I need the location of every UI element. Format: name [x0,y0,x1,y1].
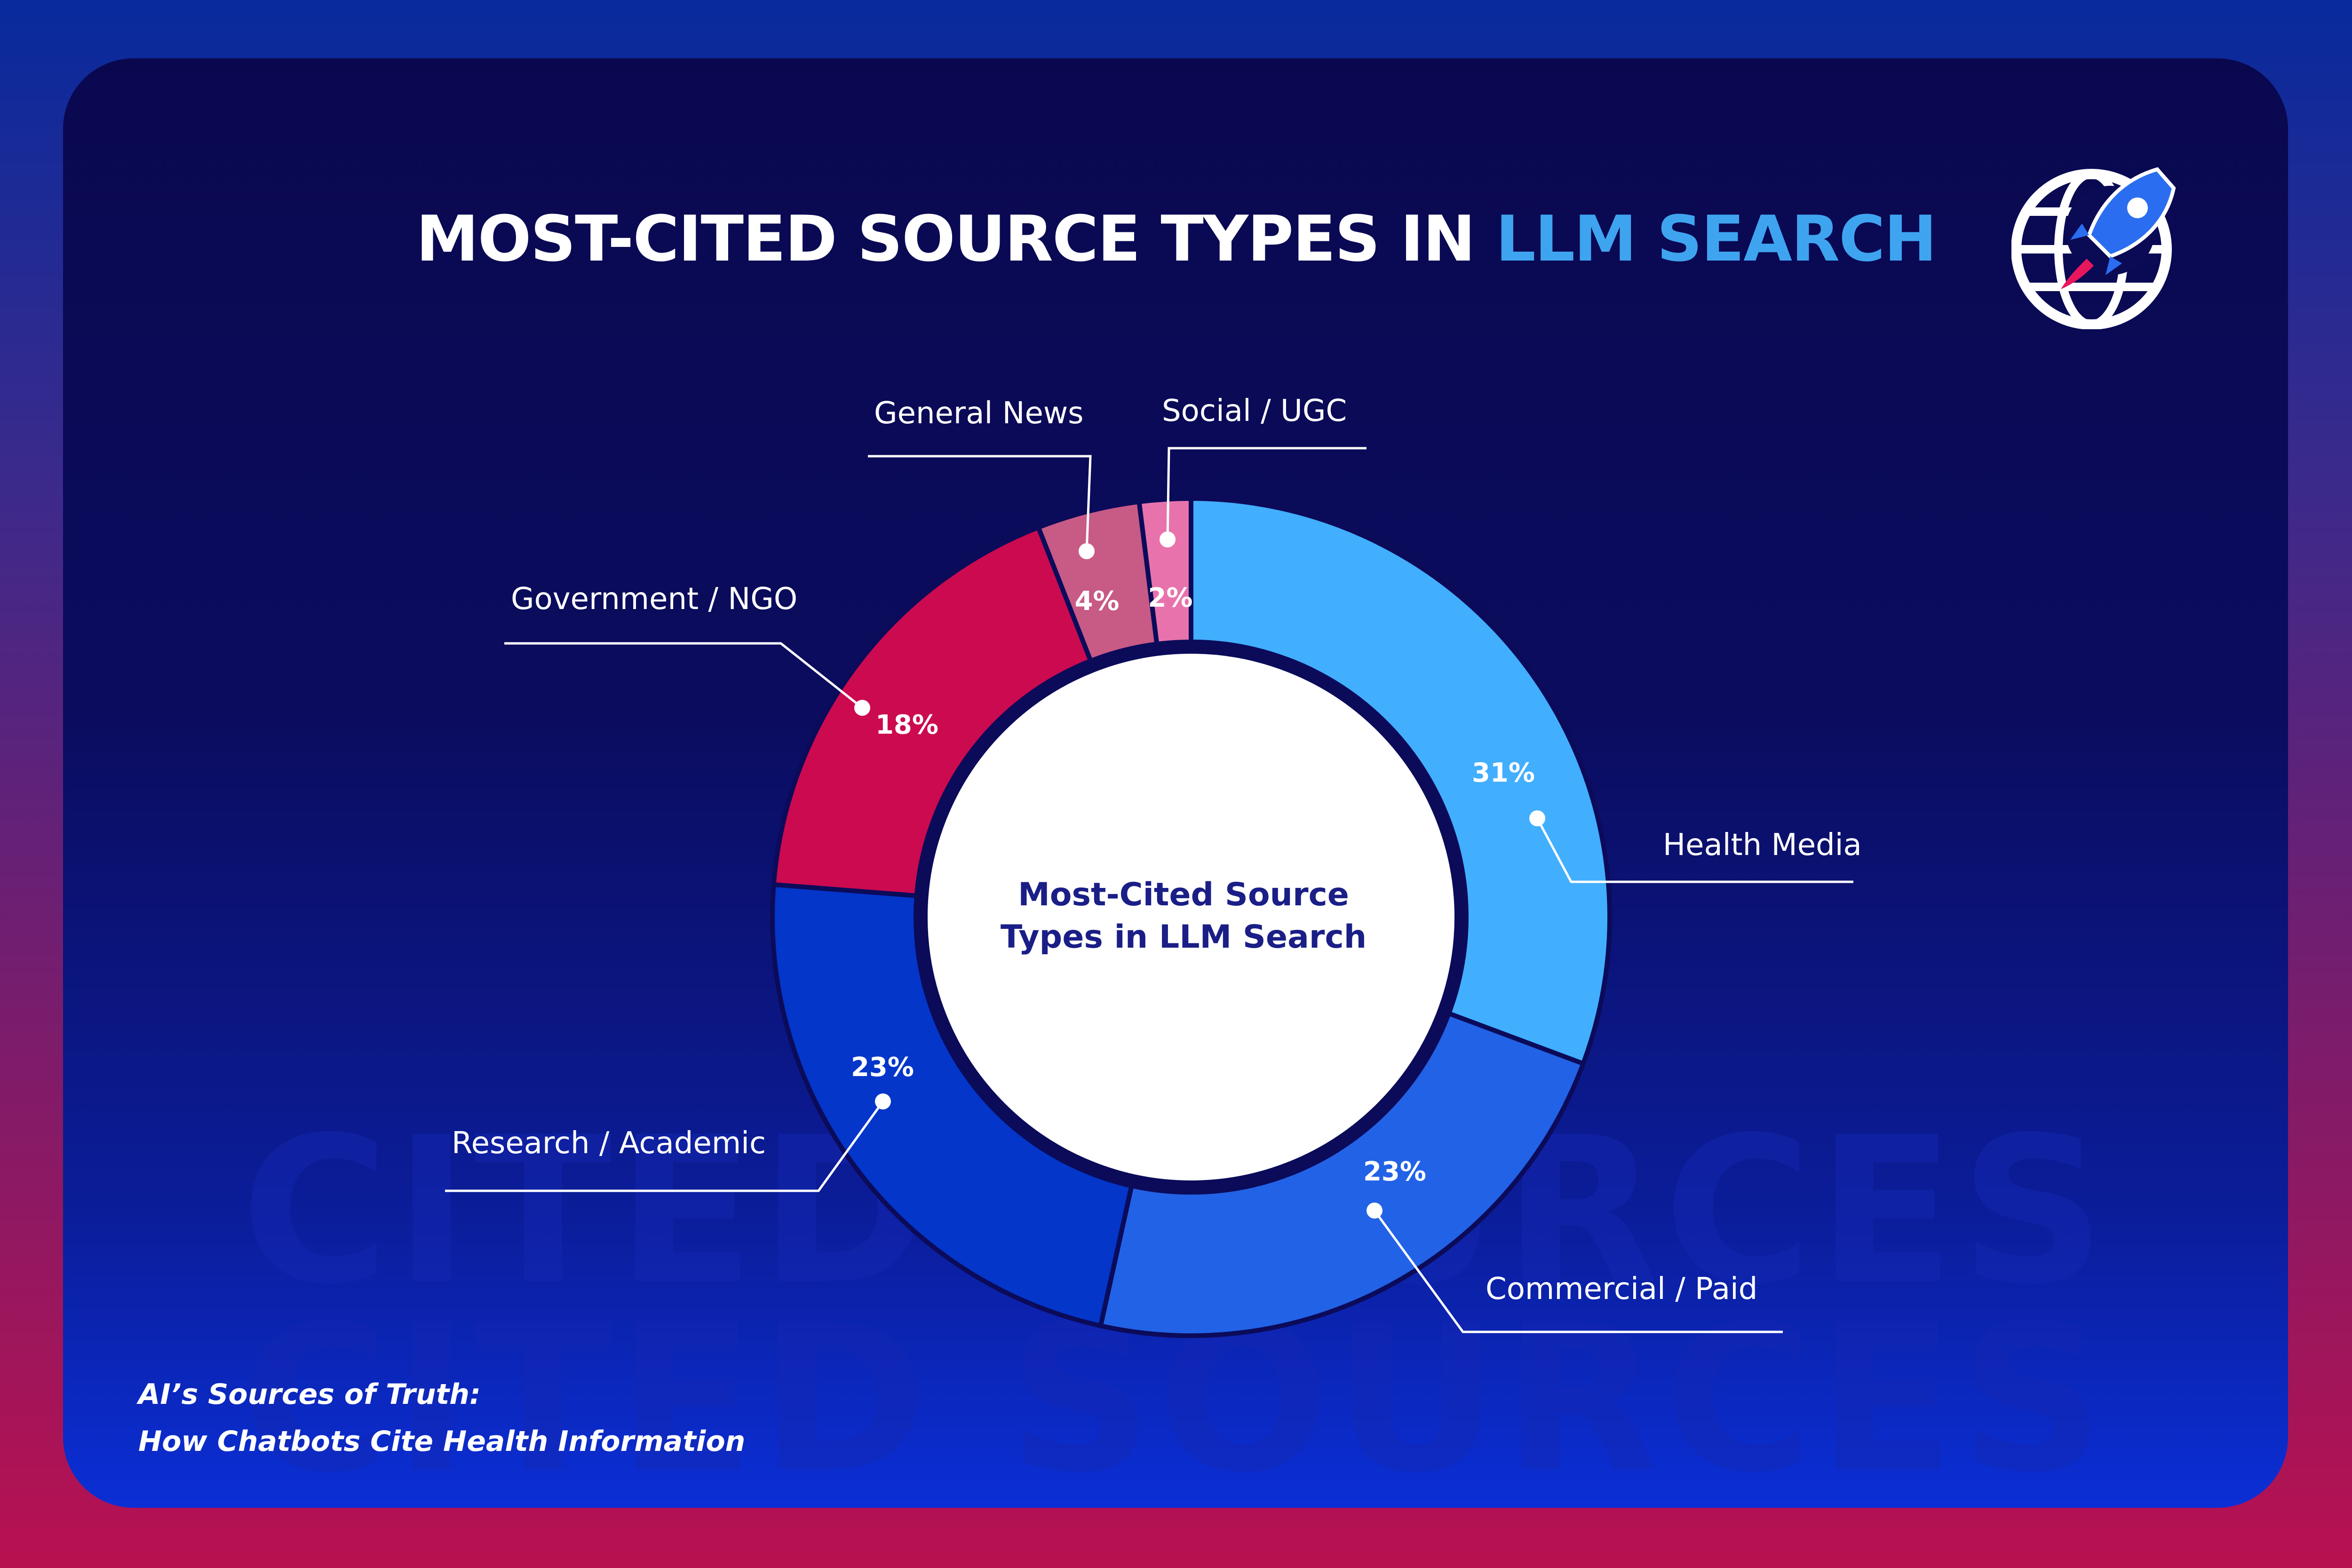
category-label-commercial-paid: Commercial / Paid [1486,1272,1757,1307]
globe-rocket-icon [2011,167,2176,329]
footer-line-2: How Chatbots Cite Health Information [138,1425,746,1458]
value-label-government-ngo: 18% [875,710,938,740]
leader-line-social-ugc [1166,447,1367,540]
title-main: MOST-CITED SOURCE TYPES IN [416,202,1496,276]
leader-dot-health-media [1529,810,1545,826]
leader-dot-commercial-paid [1367,1203,1383,1219]
category-label-social-ugc: Social / UGC [1162,394,1347,428]
page-title: MOST-CITED SOURCE TYPES IN LLM SEARCH [0,202,2352,276]
category-label-government-ngo: Government / NGO [511,582,797,617]
value-label-commercial-paid: 23% [1363,1156,1426,1187]
leader-line-commercial-paid [1373,1210,1783,1333]
category-label-health-media: Health Media [1663,828,1862,863]
footer-caption: AI’s Sources of Truth: How Chatbots Cite… [138,1371,745,1465]
donut-center [914,640,1469,1195]
title-highlight: LLM SEARCH [1495,202,1937,276]
leader-line-government-ngo [504,642,863,709]
leader-dot-social-ugc [1160,531,1176,547]
center-label-line-1: Most-Cited Source [1018,876,1349,913]
leader-line-health-media [1536,817,1853,883]
category-label-general-news: General News [874,396,1084,431]
leader-dot-research-academic [875,1093,891,1109]
leader-line-research-academic [445,1101,884,1192]
value-label-social-ugc: 2% [1148,583,1192,613]
value-label-general-news: 4% [1074,586,1119,617]
footer-line-1: AI’s Sources of Truth: [138,1378,481,1411]
value-label-health-media: 31% [1472,758,1535,788]
leader-line-general-news [868,455,1092,552]
leader-dot-government-ngo [854,700,870,716]
value-label-research-academic: 23% [851,1052,914,1083]
center-label-line-2: Types in LLM Search [1001,919,1367,956]
leader-dot-general-news [1079,543,1095,559]
category-label-research-academic: Research / Academic [452,1126,766,1161]
